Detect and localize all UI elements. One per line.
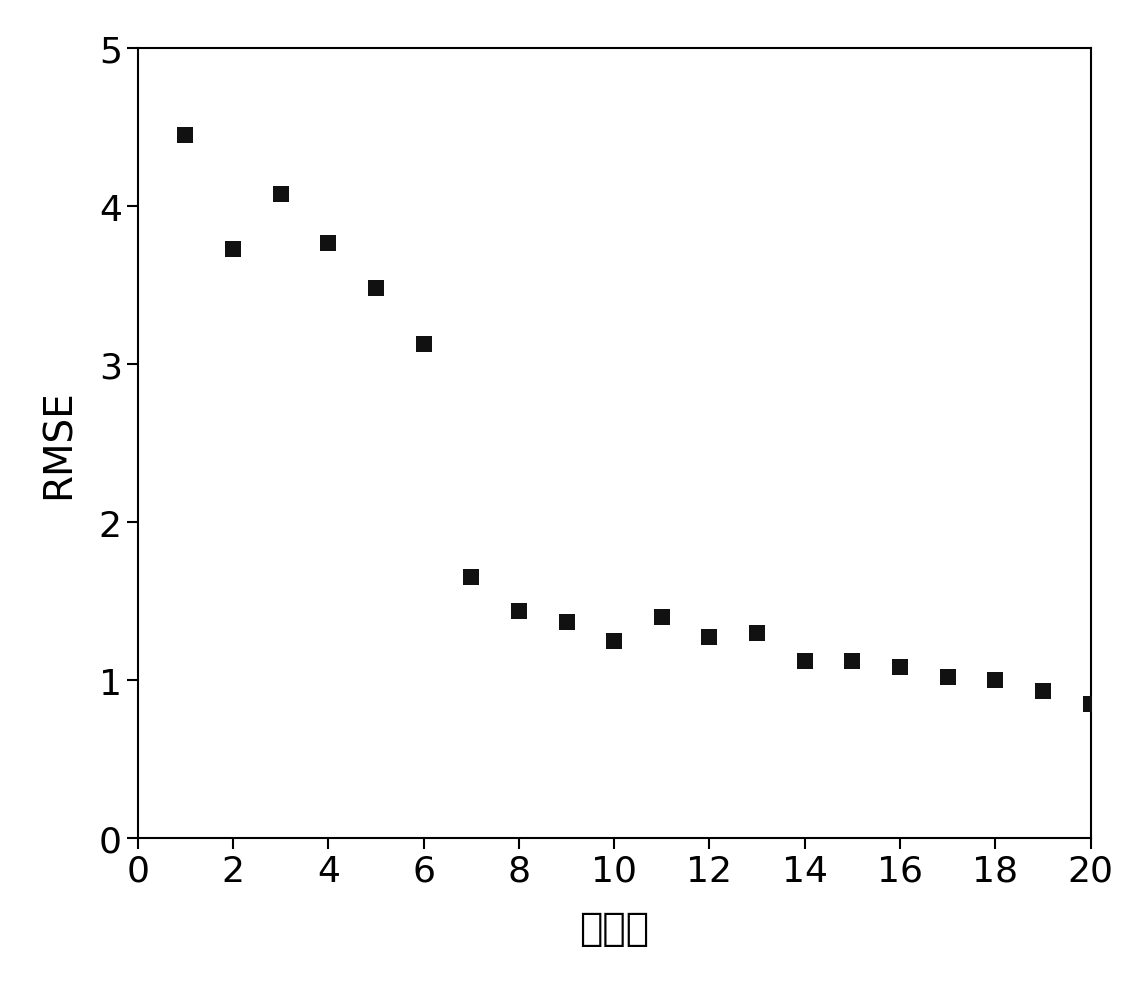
Point [700,630,719,646]
Point [414,336,433,352]
Point [319,236,338,251]
Point [891,660,909,675]
Point [176,128,194,144]
Point [510,603,528,619]
Point [748,625,767,641]
Point [986,672,1004,688]
Point [605,633,623,649]
Point [271,186,289,202]
Point [796,654,814,669]
Point [224,242,242,257]
Y-axis label: RMSE: RMSE [40,388,78,499]
Point [939,669,957,685]
Point [652,609,670,625]
Point [366,281,385,297]
Point [461,570,480,586]
Point [1081,696,1100,712]
Point [1033,683,1052,699]
Point [843,654,861,669]
X-axis label: 因子数: 因子数 [579,909,650,947]
Point [558,614,575,630]
